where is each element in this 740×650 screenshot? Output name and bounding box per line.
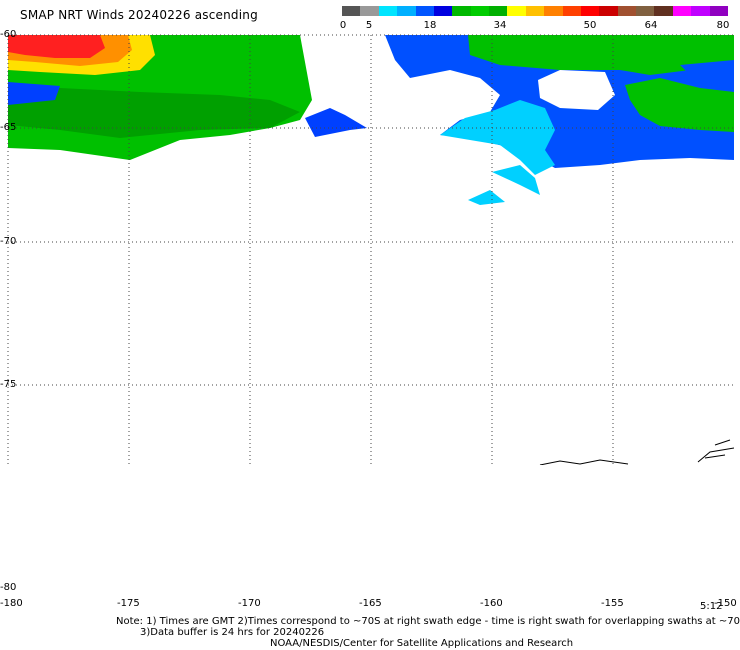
colorbar-segment [525, 6, 545, 16]
colorbar-segment [507, 6, 526, 16]
colorbar-segment [470, 6, 489, 16]
colorbar-tick: 5 [365, 20, 373, 31]
colorbar-segment [580, 6, 600, 16]
wind-region-red [8, 35, 105, 58]
colorbar-segment [709, 6, 728, 16]
colorbar-segment [691, 6, 710, 16]
colorbar-segment [636, 6, 655, 16]
swath-time-label: 5:12 [700, 601, 723, 612]
footnote-line-1: Note: 1) Times are GMT 2)Times correspon… [116, 616, 740, 627]
colorbar-segment [672, 6, 692, 16]
graticule [7, 34, 734, 465]
wind-region-cyan-blobs [468, 165, 540, 205]
lat-label: -75 [0, 379, 16, 390]
colorbar-tick: 0 [339, 20, 347, 31]
lon-label: -175 [117, 598, 140, 609]
wind-region-blue-west [8, 82, 60, 105]
wind-region-gap [538, 70, 615, 110]
map-title: SMAP NRT Winds 20240226 ascending [20, 8, 258, 22]
wind-region-dark-green [8, 88, 300, 138]
lon-label: -150 [714, 598, 737, 609]
lon-label: -165 [359, 598, 382, 609]
coastline [539, 439, 734, 465]
lat-label: -80 [0, 582, 16, 593]
colorbar-segment [599, 6, 618, 16]
colorbar-segment [378, 6, 398, 16]
wind-region-blue-small [305, 108, 367, 137]
colorbar-tick: 64 [644, 20, 658, 31]
footnote-credit: NOAA/NESDIS/Center for Satellite Applica… [270, 638, 574, 649]
colorbar-tick: 50 [583, 20, 597, 31]
lat-label: -70 [0, 236, 16, 247]
colorbar-segment [433, 6, 453, 16]
colorbar-segment [452, 6, 471, 16]
lon-label: -170 [238, 598, 261, 609]
colorbar-tick: 18 [423, 20, 437, 31]
colorbar-tick: 34 [493, 20, 507, 31]
lon-label: -155 [601, 598, 624, 609]
color-scale-bar [342, 6, 728, 16]
lat-label: -65 [0, 122, 16, 133]
lon-label: -180 [0, 598, 23, 609]
colorbar-segment [562, 6, 581, 16]
wind-region-green-east-lower [625, 78, 734, 132]
colorbar-segment [544, 6, 563, 16]
colorbar-segment [342, 6, 361, 16]
lat-label: -60 [0, 29, 16, 40]
colorbar-segment [360, 6, 379, 16]
colorbar-tick: 80 [716, 20, 730, 31]
wind-region-cyan [440, 100, 555, 175]
footnote-line-2: 3)Data buffer is 24 hrs for 20240226 [140, 627, 325, 638]
colorbar-segment [654, 6, 673, 16]
colorbar-segment [489, 6, 508, 16]
colorbar-segment [397, 6, 416, 16]
wind-region-blue-east-small [680, 60, 734, 88]
colorbar-segment [415, 6, 434, 16]
lon-label: -160 [480, 598, 503, 609]
colorbar-segment [617, 6, 636, 16]
wind-region-green-east [468, 35, 734, 75]
